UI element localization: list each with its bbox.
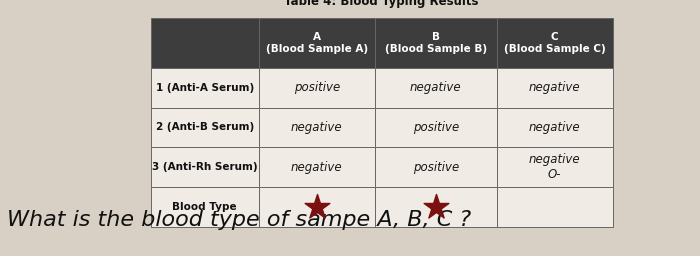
FancyBboxPatch shape [259, 68, 374, 108]
Text: Blood Type: Blood Type [172, 202, 237, 212]
Text: C
(Blood Sample C): C (Blood Sample C) [504, 32, 606, 54]
FancyBboxPatch shape [497, 187, 612, 227]
FancyBboxPatch shape [497, 108, 612, 147]
FancyBboxPatch shape [374, 187, 497, 227]
FancyBboxPatch shape [374, 108, 497, 147]
Text: negative: negative [410, 81, 461, 94]
FancyBboxPatch shape [150, 147, 259, 187]
FancyBboxPatch shape [374, 18, 497, 68]
FancyBboxPatch shape [259, 18, 374, 68]
Text: negative: negative [291, 121, 342, 134]
Text: negative: negative [291, 161, 342, 174]
Text: positive: positive [293, 81, 340, 94]
Text: negative
O-: negative O- [529, 153, 580, 181]
Text: A
(Blood Sample A): A (Blood Sample A) [266, 32, 368, 54]
Text: 2 (Anti-B Serum): 2 (Anti-B Serum) [155, 122, 254, 132]
FancyBboxPatch shape [259, 147, 374, 187]
Text: negative: negative [529, 121, 580, 134]
Text: negative: negative [529, 81, 580, 94]
FancyBboxPatch shape [259, 187, 374, 227]
FancyBboxPatch shape [150, 187, 259, 227]
Text: B
(Blood Sample B): B (Blood Sample B) [385, 32, 486, 54]
FancyBboxPatch shape [150, 108, 259, 147]
FancyBboxPatch shape [374, 68, 497, 108]
Text: 3 (Anti-Rh Serum): 3 (Anti-Rh Serum) [152, 162, 258, 172]
FancyBboxPatch shape [150, 68, 259, 108]
FancyBboxPatch shape [374, 147, 497, 187]
Text: positive: positive [412, 121, 459, 134]
Text: 1 (Anti-A Serum): 1 (Anti-A Serum) [155, 83, 254, 93]
Text: positive: positive [412, 161, 459, 174]
FancyBboxPatch shape [497, 147, 612, 187]
FancyBboxPatch shape [497, 68, 612, 108]
FancyBboxPatch shape [150, 18, 259, 68]
Text: Table 4: Blood Typing Results: Table 4: Blood Typing Results [284, 0, 479, 8]
Text: What is the blood type of sampe A, B, C ?: What is the blood type of sampe A, B, C … [7, 210, 471, 230]
FancyBboxPatch shape [259, 108, 374, 147]
FancyBboxPatch shape [497, 18, 612, 68]
